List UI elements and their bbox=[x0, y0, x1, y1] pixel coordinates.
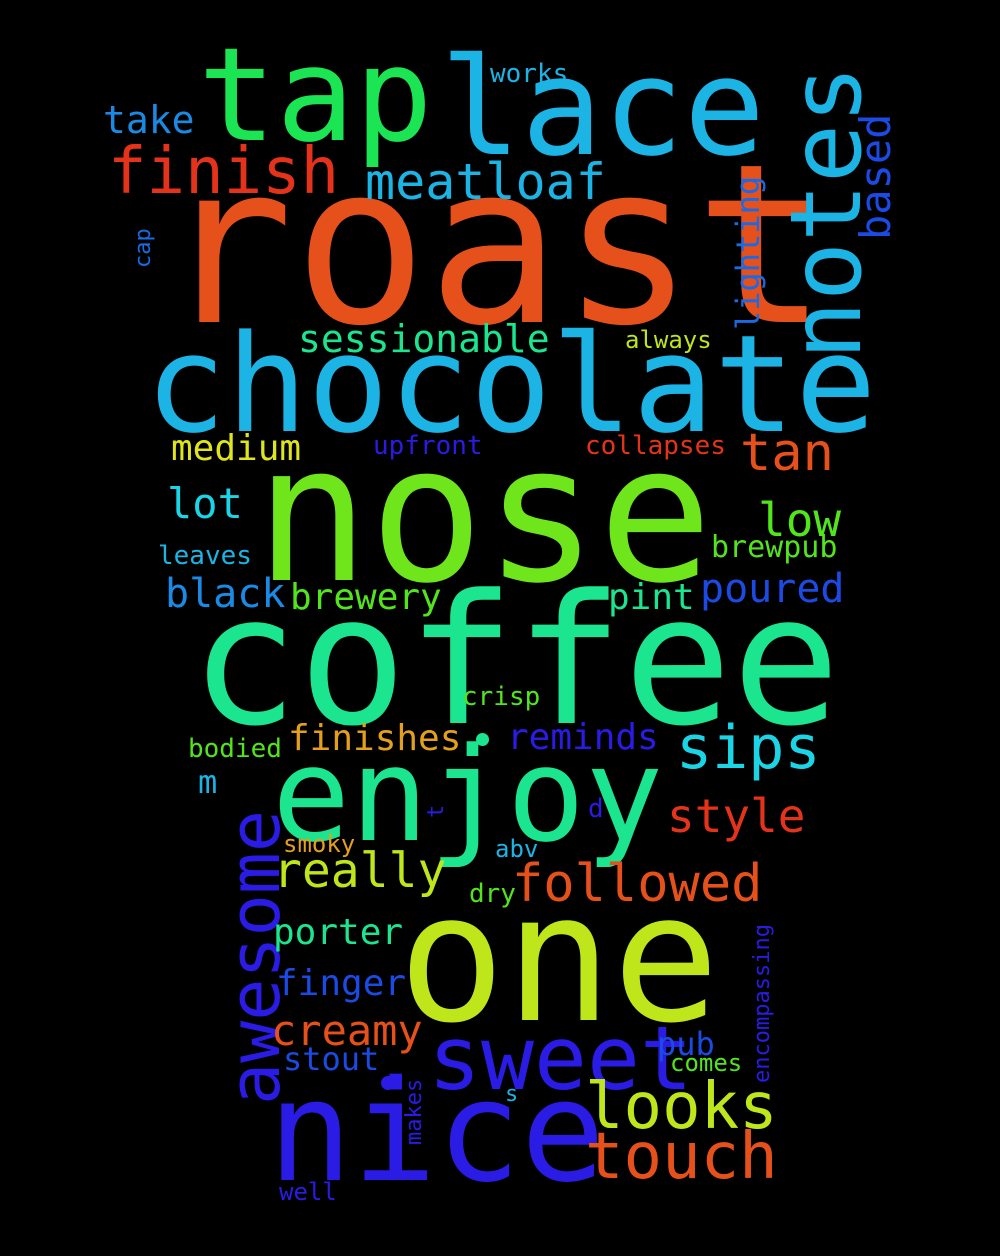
word-coffee: coffee bbox=[190, 557, 841, 766]
word-sweet: sweet bbox=[428, 1007, 693, 1110]
word-pub: pub bbox=[657, 1025, 715, 1063]
word-brewpub: brewpub bbox=[711, 530, 838, 565]
word-enjoy: enjoy bbox=[272, 719, 664, 871]
word-finger: finger bbox=[276, 963, 407, 1004]
word-always: always bbox=[625, 326, 712, 354]
word-upfront: upfront bbox=[373, 431, 483, 461]
word-medium: medium bbox=[171, 428, 302, 469]
word-tap: tap bbox=[198, 19, 433, 171]
word-poured: poured bbox=[700, 566, 845, 612]
word-abv: abv bbox=[495, 835, 539, 863]
dot-mark bbox=[381, 1076, 395, 1090]
word-lace: lace bbox=[440, 29, 766, 186]
word-encompassing: encompassing bbox=[750, 924, 775, 1083]
word-low: low bbox=[758, 493, 842, 547]
word-nice: nice bbox=[268, 1051, 606, 1214]
word-finishes: finishes bbox=[288, 718, 462, 759]
word-stout: stout bbox=[283, 1040, 380, 1078]
word-sips: sips bbox=[676, 713, 821, 783]
word-works: works bbox=[490, 59, 569, 89]
word-really: really bbox=[273, 843, 447, 899]
word-nose: nose bbox=[255, 404, 713, 625]
word-s: s bbox=[505, 1082, 519, 1107]
word-cap: cap bbox=[131, 228, 156, 268]
word-creamy: creamy bbox=[271, 1006, 423, 1055]
word-pint: pint bbox=[608, 577, 695, 618]
word-take: take bbox=[103, 98, 195, 142]
word-d: d bbox=[588, 794, 604, 824]
word-collapses: collapses bbox=[585, 431, 726, 461]
word-meatloaf: meatloaf bbox=[365, 153, 606, 211]
word-chocolate: chocolate bbox=[145, 306, 877, 463]
word-finish: finish bbox=[108, 135, 340, 209]
word-one: one bbox=[398, 855, 720, 1062]
word-roast: roast bbox=[160, 117, 829, 375]
word-bodied: bodied bbox=[188, 734, 282, 764]
word-lot: lot bbox=[167, 479, 243, 528]
word-porter: porter bbox=[273, 912, 404, 953]
dot-mark bbox=[476, 733, 489, 746]
word-touch: touch bbox=[585, 1120, 778, 1194]
word-makes: makes bbox=[402, 1078, 427, 1145]
word-black: black bbox=[165, 571, 286, 617]
word-sessionable: sessionable bbox=[298, 317, 550, 361]
word-crisp: crisp bbox=[462, 682, 541, 712]
word-m: m bbox=[198, 763, 218, 801]
word-lighting: lighting bbox=[729, 175, 767, 330]
word-looks: looks bbox=[585, 1070, 778, 1144]
word-smoky: smoky bbox=[283, 830, 356, 858]
word-dry: dry bbox=[469, 879, 516, 909]
word-leaves: leaves bbox=[158, 541, 252, 571]
word-comes: comes bbox=[670, 1049, 743, 1077]
word-t: t bbox=[424, 804, 449, 818]
word-well: well bbox=[279, 1178, 337, 1206]
word-tan: tan bbox=[740, 423, 834, 483]
word-reminds: reminds bbox=[507, 717, 659, 758]
word-style: style bbox=[667, 789, 806, 843]
word-based: based bbox=[851, 113, 900, 240]
word-brewery: brewery bbox=[290, 577, 442, 618]
word-followed: followed bbox=[512, 854, 763, 914]
